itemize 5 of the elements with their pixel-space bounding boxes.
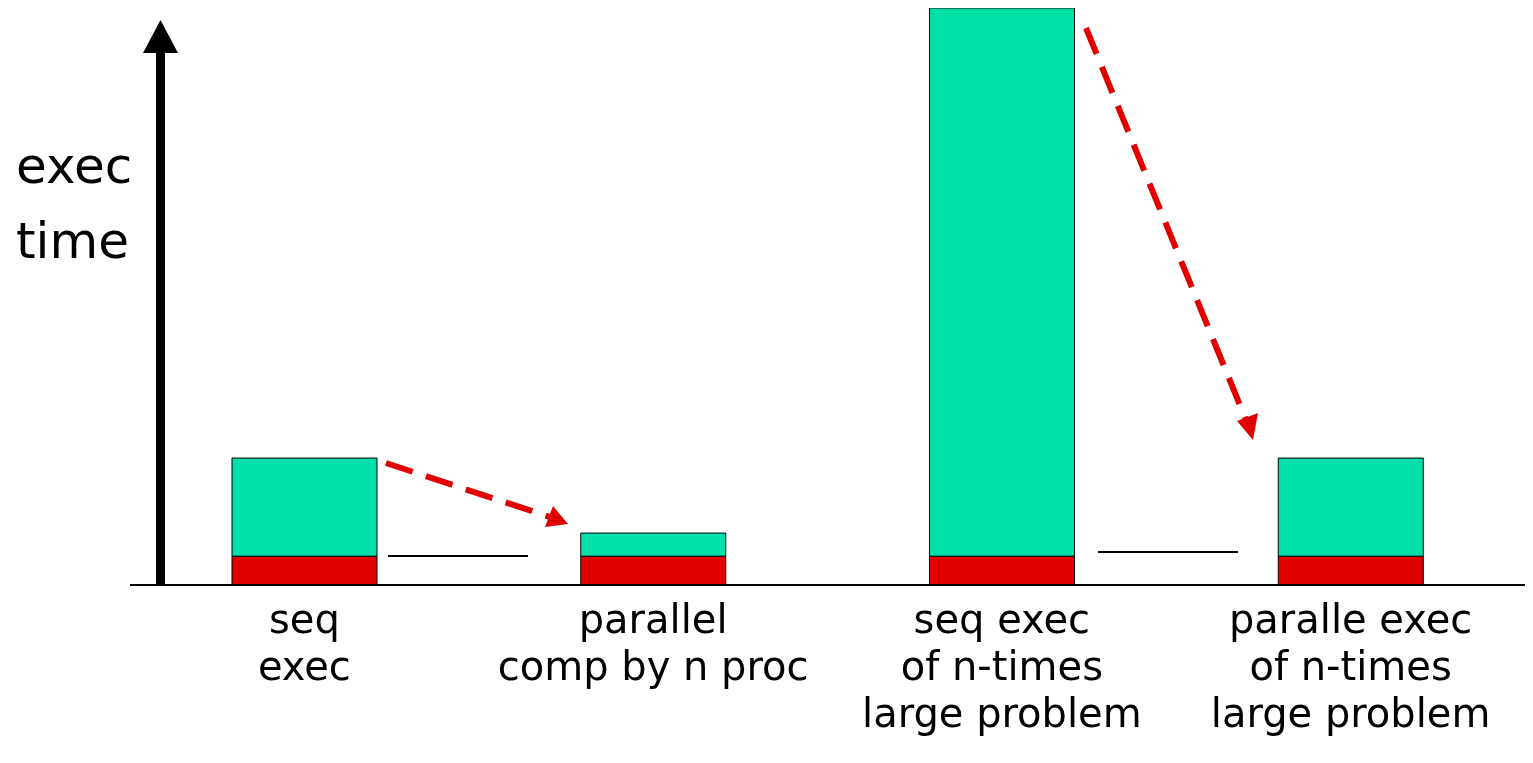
- x-tick-label: seq exec of n-times large problem: [862, 596, 1142, 736]
- x-tick-label: paralle exec of n-times large problem: [1210, 596, 1491, 736]
- x-tick-label: seq exec: [257, 596, 351, 689]
- y-axis-title: exec time: [16, 137, 133, 270]
- x-tick-label: parallel comp by n proc: [497, 596, 809, 689]
